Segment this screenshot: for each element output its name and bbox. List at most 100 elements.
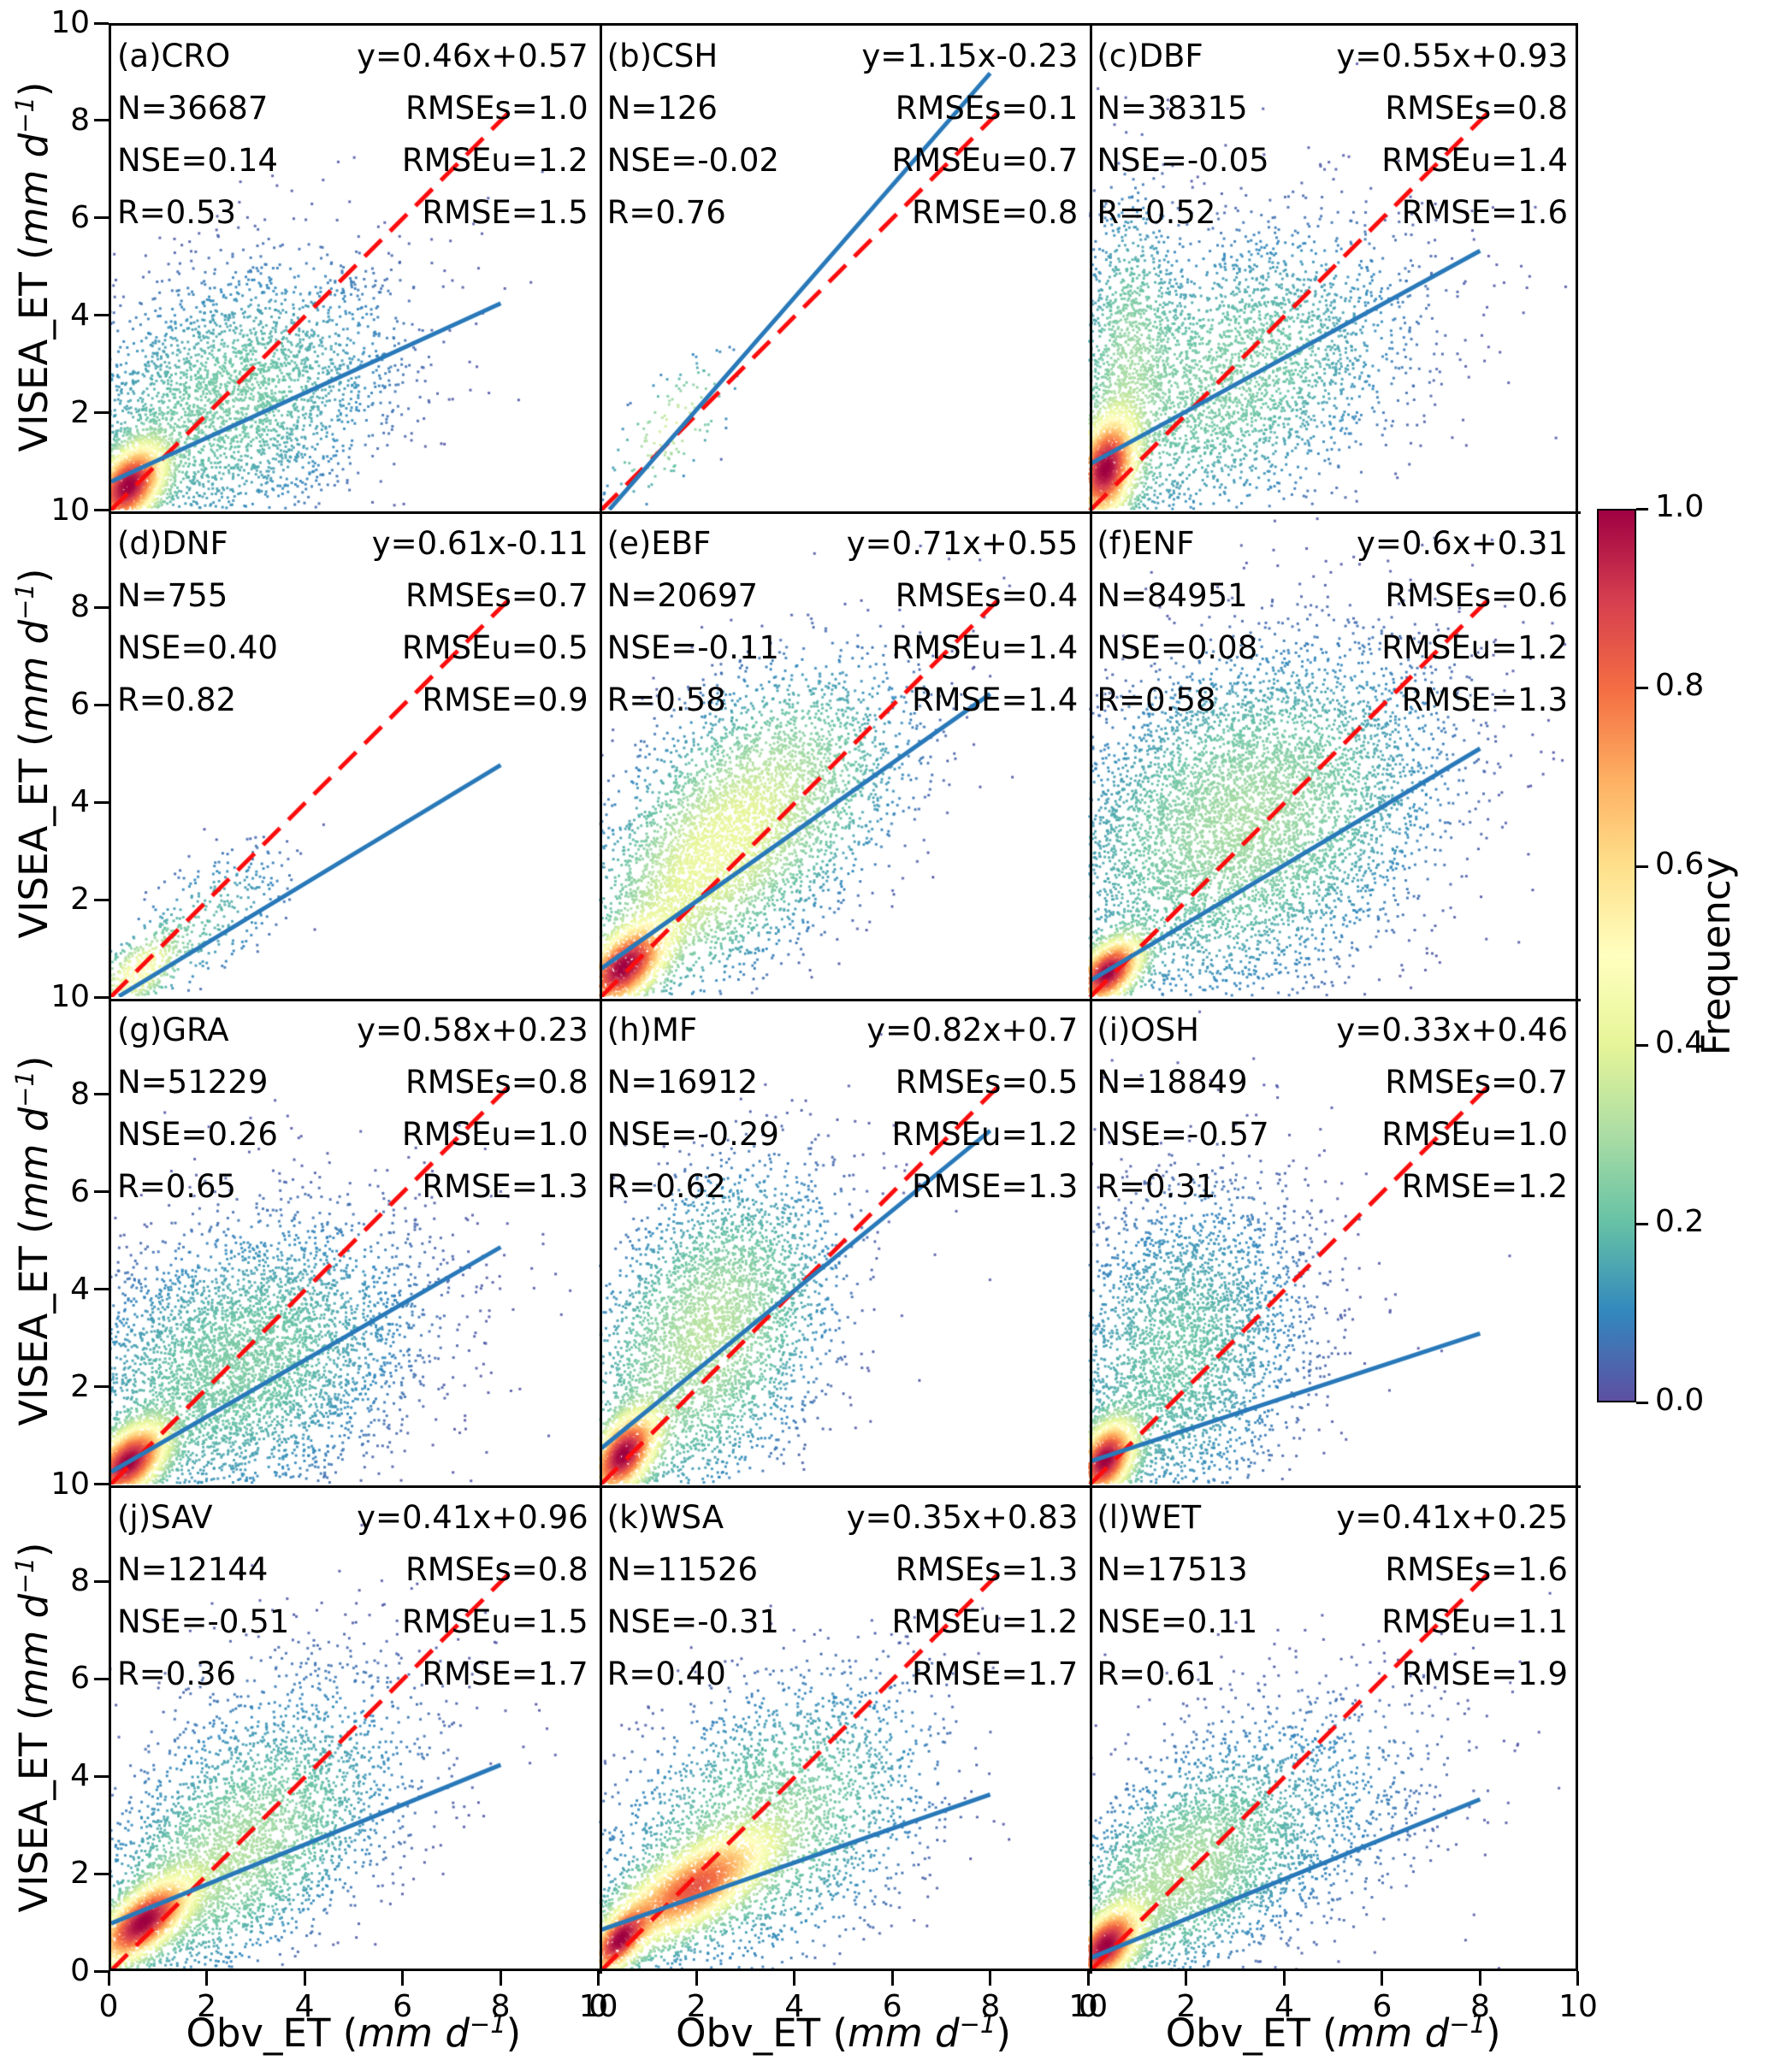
colorbar-tick-label: 0.2: [1655, 1204, 1705, 1239]
y-tick-mark: [94, 1288, 109, 1291]
y-tick-label: 2: [70, 1368, 90, 1404]
x-tick-mark: [1381, 1971, 1384, 1986]
y-tick-mark: [94, 1677, 109, 1680]
x-tick-mark: [1576, 1971, 1580, 1986]
x-axis-title-suffix: ): [506, 2010, 522, 2056]
y-axis-title-unit: mm d: [11, 133, 56, 245]
density-scatter-canvas: [598, 510, 1089, 997]
panel-j-sav: (j)SAV y=0.41x+0.96 N=12144 RMSEs=0.8 NSE=-0…: [50, 1467, 618, 2024]
y-tick-mark: [94, 703, 109, 706]
density-scatter-canvas: [598, 997, 1089, 1485]
x-tick-label: 4: [1274, 1989, 1294, 2024]
x-tick-mark: [695, 1971, 698, 1986]
y-axis-title: VISEA_ET (mm d−1): [10, 1485, 58, 1972]
x-tick-label: 8: [1470, 1989, 1490, 2024]
density-scatter-canvas: [109, 23, 599, 511]
y-tick-label: 8: [70, 1076, 90, 1112]
x-tick-label: 2: [686, 1989, 707, 2024]
colorbar-tick-label: 0.4: [1655, 1025, 1705, 1060]
x-tick-mark: [793, 1971, 796, 1986]
y-axis-title-sup: −1: [10, 1557, 39, 1595]
density-scatter-canvas: [1088, 23, 1578, 511]
y-tick-label: 6: [70, 199, 90, 235]
y-axis-title-suffix: ): [11, 568, 56, 584]
x-axis-title-unit: mm d: [1337, 2010, 1450, 2056]
x-axis-title-prefix: Obv_ET (: [186, 2010, 358, 2056]
x-tick-label: 0: [98, 1989, 119, 2024]
x-tick-mark: [989, 1971, 992, 1986]
panel-g-gra: (g)GRA y=0.58x+0.23 N=51229 RMSEs=0.8 NSE=0.…: [50, 980, 599, 1485]
y-axis-title-suffix: ): [11, 81, 56, 97]
x-tick-mark: [303, 1971, 306, 1986]
y-tick-mark: [94, 1093, 109, 1096]
x-tick-mark: [499, 1971, 502, 1986]
y-tick-mark: [94, 1385, 109, 1389]
x-tick-label: 2: [197, 1989, 216, 2024]
colorbar-tick-mark: [1636, 865, 1648, 868]
y-tick-label: 8: [70, 589, 90, 625]
y-tick-mark: [94, 216, 109, 220]
x-tick-label: 0: [588, 1989, 609, 2024]
y-axis-title-suffix: ): [11, 1542, 56, 1558]
colorbar-tick-label: 1.0: [1655, 489, 1705, 524]
panel-k-wsa: (k)WSA y=0.35x+0.83 N=11526 RMSEs=1.3 NSE=-0…: [588, 1484, 1108, 2024]
x-tick-label: 6: [882, 1989, 902, 2024]
x-tick-mark: [597, 1971, 600, 1986]
y-tick-mark: [94, 898, 109, 901]
y-tick-mark: [94, 1774, 109, 1778]
x-tick-mark: [401, 1971, 405, 1986]
y-tick-label: 6: [70, 687, 90, 723]
panel-d-dnf: (d)DNF y=0.61x-0.11 N=755 RMSEs=0.7 NSE=0.40…: [50, 493, 599, 997]
y-tick-mark: [94, 605, 109, 609]
x-tick-mark: [1282, 1971, 1286, 1986]
y-axis-title-prefix: VISEA_ET (: [11, 731, 56, 939]
y-axis-title-sup: −1: [10, 1070, 39, 1107]
x-axis-title: Obv_ET (mm d−1): [80, 2010, 627, 2056]
x-tick-mark: [1478, 1971, 1481, 1986]
y-tick-label: 8: [70, 1563, 90, 1599]
x-axis-title-unit: mm d: [848, 2010, 960, 2056]
x-tick-label: 10: [1068, 1989, 1109, 2024]
panel-e-ebf: (e)EBF y=0.71x+0.55 N=20697 RMSEs=0.4 NSE=-0…: [598, 510, 1089, 997]
colorbar-tick-mark: [1636, 686, 1648, 689]
y-axis-title-prefix: VISEA_ET (: [11, 245, 56, 452]
y-tick-label: 4: [70, 297, 90, 333]
y-axis-title-suffix: ): [11, 1055, 56, 1071]
x-tick-mark: [1185, 1971, 1188, 1986]
y-tick-label: 10: [50, 492, 90, 528]
x-tick-label: 10: [1558, 1989, 1598, 2024]
y-tick-mark: [94, 411, 109, 415]
x-tick-label: 0: [1078, 1989, 1098, 2024]
y-tick-mark: [94, 509, 109, 511]
x-tick-mark: [1086, 1971, 1090, 1986]
panel-c-dbf: (c)DBF y=0.55x+0.93 N=38315 RMSEs=0.8 NSE=-0…: [1088, 23, 1578, 511]
y-axis-title-unit: mm d: [11, 1594, 56, 1706]
y-tick-label: 10: [50, 979, 90, 1014]
density-scatter-canvas: [109, 510, 599, 997]
y-axis-title-prefix: VISEA_ET (: [11, 1705, 56, 1913]
y-axis-title-prefix: VISEA_ET (: [11, 1219, 56, 1426]
y-axis-title-sup: −1: [10, 583, 39, 621]
x-tick-mark: [107, 1971, 110, 1986]
density-scatter-canvas: [598, 23, 1089, 511]
y-tick-label: 0: [70, 1953, 90, 1988]
y-axis-title-unit: mm d: [11, 620, 56, 732]
density-scatter-canvas: [1088, 997, 1578, 1485]
y-tick-label: 8: [70, 102, 90, 138]
y-tick-label: 2: [70, 1856, 90, 1892]
y-tick-label: 2: [70, 882, 90, 918]
y-tick-mark: [94, 1483, 109, 1485]
panel-l-wet: (l)WET y=0.41x+0.25 N=17513 RMSEs=1.6 NSE=0.…: [1079, 1484, 1598, 2024]
y-tick-label: 2: [70, 394, 90, 430]
x-tick-label: 6: [1372, 1989, 1393, 2024]
y-tick-mark: [94, 1969, 109, 1973]
colorbar-tick-label: 0.6: [1655, 847, 1705, 882]
y-tick-mark: [94, 1872, 109, 1875]
density-scatter-canvas: [598, 1484, 1089, 1971]
x-axis-title-sup: −1: [469, 2010, 506, 2039]
x-axis-title-prefix: Obv_ET (: [1165, 2010, 1338, 2056]
y-tick-mark: [94, 1579, 109, 1583]
density-scatter-canvas: [109, 1484, 599, 1971]
x-axis-title-sup: −1: [959, 2010, 996, 2039]
